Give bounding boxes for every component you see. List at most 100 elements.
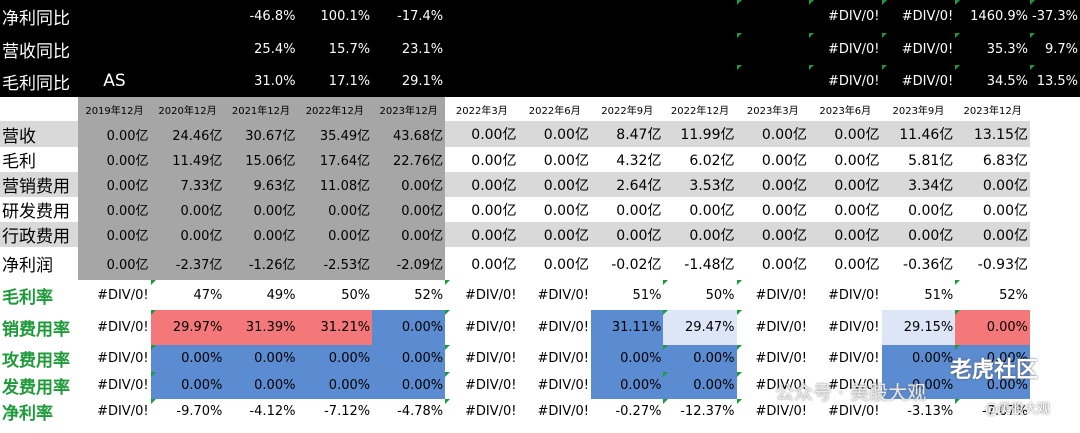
- cell[interactable]: -7.07%: [955, 399, 1030, 424]
- cell[interactable]: -0.27%: [615, 404, 662, 419]
- cell[interactable]: #DIV/0!: [445, 345, 518, 372]
- cell[interactable]: 29.1%: [372, 65, 446, 97]
- cell[interactable]: #DIV/0!: [97, 320, 149, 335]
- cell[interactable]: 8.47亿: [590, 121, 664, 147]
- cell[interactable]: 0.00亿: [445, 222, 519, 247]
- cell[interactable]: 9.7%: [1030, 33, 1080, 65]
- cell[interactable]: 0.00%: [150, 372, 225, 399]
- cell[interactable]: -12.37%: [663, 399, 736, 424]
- cell[interactable]: [445, 0, 519, 33]
- cell[interactable]: 31.21%: [297, 310, 373, 345]
- cell[interactable]: 0.00亿: [809, 222, 882, 247]
- cell[interactable]: 52%: [955, 280, 1030, 310]
- cell[interactable]: 13.5%: [1030, 65, 1080, 97]
- cell[interactable]: #DIV/0!: [809, 33, 882, 65]
- cell[interactable]: 49%: [266, 287, 296, 303]
- cell[interactable]: 0.00亿: [78, 172, 151, 197]
- cell[interactable]: [518, 0, 591, 33]
- cell[interactable]: AS: [78, 65, 151, 97]
- cell[interactable]: -2.53亿: [297, 247, 373, 280]
- cell[interactable]: [518, 33, 591, 65]
- cell[interactable]: #DIV/0!: [736, 399, 810, 424]
- cell[interactable]: [663, 65, 737, 97]
- cell[interactable]: #DIV/0!: [97, 404, 149, 419]
- cell[interactable]: 0.00亿: [809, 172, 882, 197]
- cell[interactable]: 0.00%: [297, 345, 373, 372]
- cell[interactable]: 6.02亿: [689, 152, 735, 169]
- cell[interactable]: [590, 0, 664, 33]
- cell[interactable]: 0.00亿: [834, 202, 880, 219]
- cell[interactable]: 29.97%: [150, 310, 225, 345]
- cell[interactable]: #DIV/0!: [809, 0, 882, 33]
- cell[interactable]: [150, 65, 225, 97]
- cell[interactable]: 0.00亿: [471, 152, 517, 169]
- cell[interactable]: 51%: [632, 287, 662, 303]
- cell[interactable]: #DIV/0!: [881, 65, 956, 97]
- cell[interactable]: 50%: [341, 287, 371, 303]
- cell[interactable]: -0.02亿: [611, 256, 662, 273]
- cell[interactable]: 0.00亿: [445, 121, 519, 147]
- cell[interactable]: 0.00亿: [78, 247, 151, 280]
- cell[interactable]: #DIV/0!: [881, 0, 956, 33]
- cell[interactable]: 0.00亿: [736, 222, 810, 247]
- cell[interactable]: 0.00%: [881, 372, 956, 399]
- cell[interactable]: #DIV/0!: [736, 310, 810, 345]
- cell[interactable]: 50%: [663, 280, 736, 310]
- cell[interactable]: [518, 65, 591, 97]
- cell[interactable]: -2.37亿: [150, 247, 225, 280]
- cell[interactable]: #DIV/0!: [445, 310, 518, 345]
- cell[interactable]: #DIV/0!: [881, 33, 956, 65]
- cell[interactable]: 0.00亿: [518, 172, 591, 197]
- cell[interactable]: 0.00亿: [224, 222, 298, 247]
- cell[interactable]: 29.47%: [663, 310, 737, 345]
- cell[interactable]: 6.83亿: [982, 152, 1028, 169]
- cell[interactable]: 0.00%: [372, 310, 446, 345]
- cell[interactable]: 0.00亿: [761, 256, 808, 273]
- cell[interactable]: 0.00%: [955, 372, 1030, 399]
- cell[interactable]: 0.00亿: [224, 197, 298, 222]
- cell[interactable]: 11.46亿: [881, 121, 956, 147]
- column-header[interactable]: 2022年12月: [670, 105, 730, 117]
- cell[interactable]: 13.15亿: [955, 121, 1030, 147]
- cell[interactable]: -1.48亿: [684, 256, 735, 273]
- cell[interactable]: 0.00%: [663, 372, 737, 399]
- cell[interactable]: 0.00亿: [78, 121, 151, 147]
- cell[interactable]: 0.00%: [881, 345, 956, 372]
- cell[interactable]: 15.7%: [297, 33, 373, 65]
- cell[interactable]: 24.46亿: [150, 121, 225, 147]
- column-header[interactable]: 2023年3月: [746, 105, 799, 117]
- cell[interactable]: -0.36亿: [903, 256, 954, 273]
- cell[interactable]: 2.64亿: [590, 172, 664, 197]
- cell[interactable]: 23.1%: [372, 33, 446, 65]
- cell[interactable]: 0.00亿: [78, 197, 151, 222]
- cell[interactable]: -2.09亿: [372, 247, 446, 280]
- cell[interactable]: 0.00%: [372, 372, 446, 399]
- cell[interactable]: 0.00亿: [663, 222, 737, 247]
- cell[interactable]: [590, 65, 664, 97]
- cell[interactable]: [150, 33, 225, 65]
- cell[interactable]: 0.00%: [663, 345, 737, 372]
- cell[interactable]: 0.00亿: [518, 121, 591, 147]
- cell[interactable]: 0.00亿: [372, 172, 446, 197]
- cell[interactable]: 0.00亿: [616, 202, 662, 219]
- cell[interactable]: 7.33亿: [150, 172, 225, 197]
- column-header[interactable]: 2022年3月: [455, 105, 508, 117]
- column-header[interactable]: 2023年12月: [963, 105, 1022, 117]
- column-header[interactable]: 2023年12月: [372, 97, 446, 121]
- cell[interactable]: #DIV/0!: [828, 320, 880, 335]
- cell[interactable]: #DIV/0!: [828, 378, 880, 393]
- cell[interactable]: 0.00亿: [809, 121, 882, 147]
- cell[interactable]: 0.00%: [224, 372, 298, 399]
- cell[interactable]: 22.76亿: [372, 147, 446, 172]
- cell[interactable]: 1460.9%: [955, 0, 1030, 33]
- cell[interactable]: -17.4%: [372, 0, 446, 33]
- cell[interactable]: #DIV/0!: [445, 399, 518, 424]
- cell[interactable]: -7.12%: [324, 404, 371, 419]
- cell[interactable]: -37.3%: [1030, 0, 1080, 33]
- cell[interactable]: #DIV/0!: [828, 404, 880, 419]
- cell[interactable]: 34.5%: [955, 65, 1030, 97]
- cell[interactable]: 3.34亿: [881, 172, 956, 197]
- cell[interactable]: [78, 0, 151, 33]
- column-header[interactable]: 2019年12月: [78, 97, 151, 121]
- cell[interactable]: 0.00亿: [834, 152, 880, 169]
